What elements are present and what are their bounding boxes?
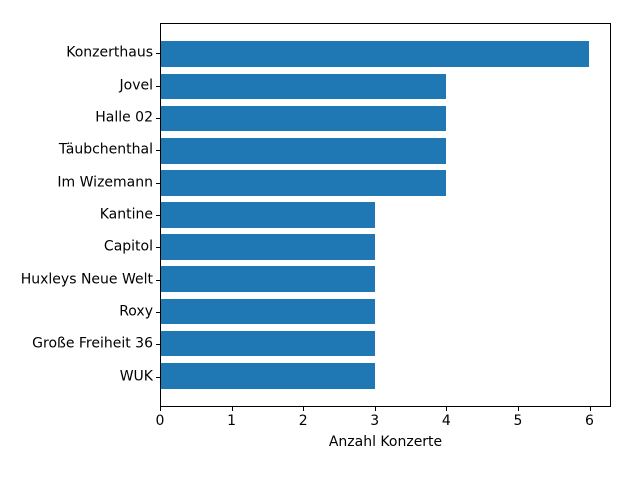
y-tick-mark [156,376,160,378]
y-tick-mark [156,279,160,281]
x-tick-mark [303,407,305,411]
bar-halle-02 [161,105,447,132]
x-tick-label: 4 [441,413,451,429]
x-tick-mark [446,407,448,411]
bar-huxleys-neue-welt [161,266,375,293]
y-tick-label-täubchenthal: Täubchenthal [58,141,153,158]
bar-im-wizemann [161,169,447,196]
y-tick-label-halle-02: Halle 02 [95,109,153,126]
y-tick-mark [156,182,160,184]
y-tick-mark [156,311,160,313]
bar-jovel [161,73,447,100]
x-tick-label: 1 [227,413,237,429]
y-tick-label-wuk: WUK [119,367,153,384]
y-tick-mark [156,215,160,216]
bar-kantine [161,202,375,228]
plot-area [160,23,611,407]
x-tick-label: 5 [513,413,523,429]
bar-roxy [161,298,375,325]
x-tick-label: 6 [585,413,594,429]
x-tick-mark [231,407,233,411]
bar-große-freiheit-36 [161,330,375,357]
y-tick-mark [156,150,160,152]
bar-wuk [161,362,375,389]
y-tick-mark [156,85,160,87]
y-tick-label-kantine: Kantine [99,206,153,223]
y-tick-label-im-wizemann: Im Wizemann [57,173,153,190]
y-tick-mark [156,118,160,120]
x-tick-mark [160,407,161,411]
y-tick-label-roxy: Roxy [119,303,153,320]
x-tick-label: 2 [298,413,308,429]
y-tick-label-große-freiheit-36: Große Freiheit 36 [32,335,153,352]
y-tick-mark [156,53,160,55]
y-tick-mark [156,247,160,249]
x-tick-mark [374,407,376,411]
x-tick-mark [589,407,591,411]
x-tick-mark [517,407,519,411]
bar-täubchenthal [161,137,447,164]
x-tick-label: 0 [155,413,165,429]
y-tick-label-capitol: Capitol [103,238,153,255]
bar-capitol [161,234,375,260]
x-tick-label: 3 [370,413,380,429]
x-axis-label: Anzahl Konzerte [328,434,443,450]
y-tick-label-huxleys-neue-welt: Huxleys Neue Welt [20,270,153,287]
y-tick-mark [156,344,160,346]
bar-konzerthaus [161,41,589,68]
y-tick-label-konzerthaus: Konzerthaus [66,44,153,61]
y-tick-label-jovel: Jovel [119,77,153,94]
